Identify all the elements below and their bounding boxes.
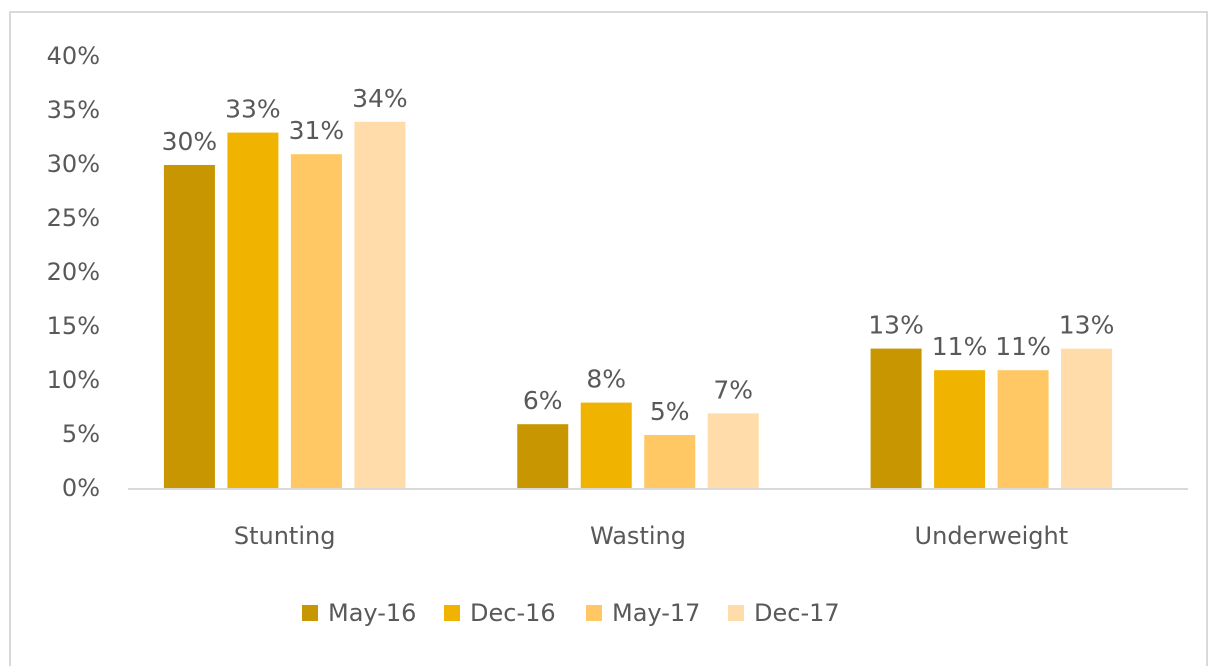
legend-label: Dec-17 — [754, 599, 840, 627]
legend-label: Dec-16 — [470, 599, 556, 627]
legend-swatch — [302, 605, 318, 621]
value-label: 6% — [523, 386, 563, 415]
bar — [644, 435, 696, 489]
bar — [227, 132, 279, 489]
legend-label: May-17 — [612, 599, 700, 627]
bar — [580, 402, 632, 489]
bar — [997, 370, 1049, 489]
x-tick-label: Underweight — [915, 522, 1069, 550]
bar — [707, 413, 759, 489]
value-label: 7% — [713, 375, 753, 404]
value-label: 13% — [1059, 311, 1115, 340]
y-tick-label: 30% — [47, 150, 100, 178]
value-label: 30% — [162, 127, 218, 156]
legend-swatch — [444, 605, 460, 621]
bar — [354, 121, 406, 490]
value-label: 5% — [650, 397, 690, 426]
value-label: 34% — [352, 84, 408, 113]
y-tick-label: 40% — [47, 42, 100, 70]
bar — [1061, 348, 1113, 489]
y-tick-label: 15% — [47, 312, 100, 340]
bar — [934, 370, 986, 489]
y-tick-label: 20% — [47, 258, 100, 286]
y-tick-label: 25% — [47, 204, 100, 232]
value-label: 11% — [932, 332, 988, 361]
y-tick-label: 5% — [62, 420, 100, 448]
value-label: 33% — [225, 95, 281, 124]
legend-swatch — [586, 605, 602, 621]
bar — [870, 348, 922, 489]
x-tick-label: Stunting — [234, 522, 336, 550]
legend-label: May-16 — [328, 599, 416, 627]
value-label: 13% — [868, 311, 924, 340]
value-label: 31% — [289, 116, 345, 145]
value-label: 11% — [995, 332, 1051, 361]
value-label: 8% — [586, 365, 626, 394]
y-tick-label: 35% — [47, 96, 100, 124]
y-tick-label: 0% — [62, 474, 100, 502]
bar — [517, 424, 569, 489]
bar — [163, 165, 215, 489]
legend-swatch — [728, 605, 744, 621]
bar — [290, 154, 342, 489]
y-tick-label: 10% — [47, 366, 100, 394]
x-tick-label: Wasting — [590, 522, 686, 550]
